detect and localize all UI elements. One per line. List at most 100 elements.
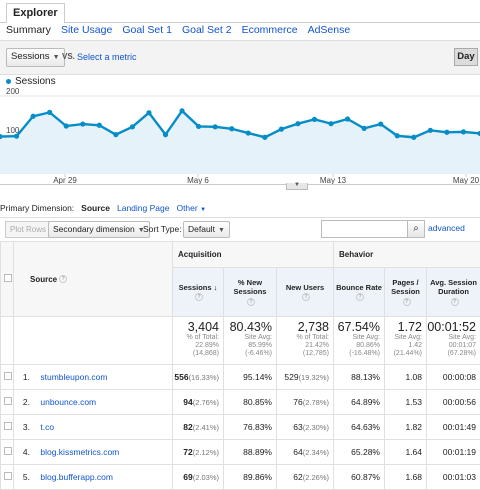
subnav-goal-set-1[interactable]: Goal Set 1 (122, 24, 172, 38)
subnav-summary[interactable]: Summary (6, 24, 51, 38)
source-link[interactable]: stumbleupon.com (38, 372, 107, 382)
primary-dimension-bar: Primary Dimension: Source Landing Page O… (0, 203, 206, 213)
data-point (80, 121, 85, 126)
cell-avg-session-duration: 00:01:49 (427, 415, 480, 440)
cell-sessions: 72(2.12%) (173, 440, 224, 465)
subnav-goal-set-2[interactable]: Goal Set 2 (182, 24, 232, 38)
total-value: 2,738 (277, 320, 329, 334)
col-header-bounce-rate[interactable]: Bounce Rate? (334, 268, 385, 317)
source-link[interactable]: blog.bufferapp.com (38, 472, 113, 482)
x-tick-label: Apr 29 (53, 176, 77, 184)
new-users-percent: (2.30%) (303, 423, 329, 432)
row-checkbox-cell (1, 415, 14, 440)
select-metric-link[interactable]: Select a metric (77, 52, 137, 62)
col-header-pct-new-sessions[interactable]: % New Sessions? (224, 268, 277, 317)
help-icon[interactable]: ? (451, 298, 459, 306)
row-index: 4. (14, 447, 36, 457)
new-users-percent: (19.32%) (299, 373, 329, 382)
row-checkbox[interactable] (4, 422, 12, 430)
data-point (328, 121, 333, 126)
row-source-cell: 3. t.co (14, 415, 173, 440)
tab-explorer[interactable]: Explorer (6, 3, 65, 23)
col-header-label: Bounce Rate (336, 283, 382, 292)
legend-label: Sessions (15, 76, 56, 87)
data-point (461, 129, 466, 134)
metric-selector-label: Sessions (11, 51, 50, 62)
sessions-percent: (2.76%) (193, 398, 219, 407)
new-users-percent: (2.26%) (303, 473, 329, 482)
dimension-other-label: Other (176, 203, 197, 213)
col-header-avg-session-duration[interactable]: Avg. Session Duration? (427, 268, 480, 317)
total-pct-new-sessions: 80.43%Site Avg:85.99%(-6.46%) (224, 317, 277, 365)
total-reference: 80.86% (334, 342, 380, 350)
sort-type-select[interactable]: Default▼ (183, 221, 230, 238)
new-users-value: 529 (284, 372, 298, 382)
source-link[interactable]: unbounce.com (38, 397, 96, 407)
total-reference: 00:01:07 (427, 342, 476, 350)
source-link[interactable]: t.co (38, 422, 54, 432)
help-icon[interactable]: ? (195, 293, 203, 301)
data-point (395, 133, 400, 138)
data-table: Source? Acquisition Behavior Sessions ↓?… (0, 241, 480, 490)
checkbox-all[interactable] (4, 274, 12, 282)
metric-selector[interactable]: Sessions▼ (6, 48, 65, 67)
total-delta: (12,785) (277, 350, 329, 358)
data-point (196, 124, 201, 129)
chart-resize-handle[interactable]: ▼ (286, 183, 308, 190)
total-bounce-rate: 67.54%Site Avg:80.86%(-16.48%) (334, 317, 385, 365)
subnav-adsense[interactable]: AdSense (308, 24, 351, 38)
help-icon[interactable]: ? (302, 293, 310, 301)
new-users-percent: (2.34%) (303, 448, 329, 457)
data-point (113, 132, 118, 137)
data-point (378, 121, 383, 126)
subnav-ecommerce[interactable]: Ecommerce (242, 24, 298, 38)
row-index: 2. (14, 397, 36, 407)
row-checkbox[interactable] (4, 472, 12, 480)
data-point (362, 126, 367, 131)
help-icon[interactable]: ? (59, 275, 67, 283)
secondary-dimension-select[interactable]: Secondary dimension▼ (48, 221, 150, 238)
total-reference: 22.89% (173, 342, 219, 350)
col-header-new-users[interactable]: New Users? (277, 268, 334, 317)
row-checkbox[interactable] (4, 447, 12, 455)
cell-new-users: 64(2.34%) (277, 440, 334, 465)
table-search-input[interactable] (321, 220, 409, 238)
dimension-landing-page[interactable]: Landing Page (117, 203, 169, 213)
help-icon[interactable]: ? (247, 298, 255, 306)
total-delta: (-16.48%) (334, 350, 380, 358)
advanced-filter-link[interactable]: advanced (428, 223, 465, 233)
total-caption: Site Avg: (427, 334, 476, 342)
dimension-other[interactable]: Other ▼ (176, 203, 206, 213)
data-point (262, 135, 267, 140)
source-header[interactable]: Source? (14, 242, 173, 317)
sessions-value: 72 (183, 447, 192, 457)
source-link[interactable]: blog.kissmetrics.com (38, 447, 119, 457)
col-header-pages-per-session[interactable]: Pages / Session? (385, 268, 427, 317)
search-icon[interactable]: ⌕ (407, 220, 425, 238)
total-caption: Site Avg: (224, 334, 272, 342)
help-icon[interactable]: ? (403, 298, 411, 306)
row-checkbox[interactable] (4, 397, 12, 405)
data-point (279, 127, 284, 132)
help-icon[interactable]: ? (356, 293, 364, 301)
col-header-label: % New Sessions (234, 278, 267, 296)
plot-rows-button[interactable]: Plot Rows (5, 221, 51, 238)
header-checkbox-cell (1, 242, 14, 317)
dimension-source[interactable]: Source (81, 203, 110, 213)
row-checkbox[interactable] (4, 372, 12, 380)
cell-pages-per-session: 1.64 (385, 440, 427, 465)
sessions-percent: (2.12%) (193, 448, 219, 457)
cell-new-users: 63(2.30%) (277, 415, 334, 440)
cell-sessions: 69(2.03%) (173, 465, 224, 490)
col-header-sessions[interactable]: Sessions ↓? (173, 268, 224, 317)
new-users-value: 63 (293, 422, 302, 432)
day-button[interactable]: Day (454, 48, 478, 66)
subnav-site-usage[interactable]: Site Usage (61, 24, 112, 38)
data-point (246, 130, 251, 135)
row-source-cell: 5. blog.bufferapp.com (14, 465, 173, 490)
